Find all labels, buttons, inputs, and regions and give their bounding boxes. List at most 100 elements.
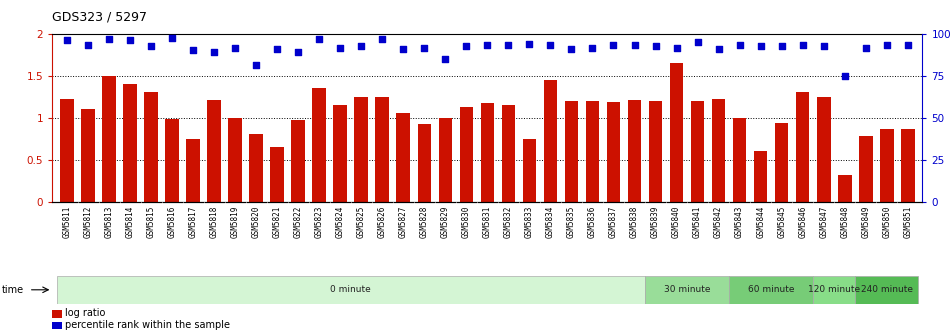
Bar	[796, 92, 809, 202]
Point	[458, 43, 474, 49]
Text: GSM5848: GSM5848	[840, 205, 849, 238]
Point	[606, 42, 621, 47]
Bar	[313, 88, 326, 202]
Point	[501, 42, 516, 47]
Bar	[733, 118, 747, 202]
Text: GSM5837: GSM5837	[609, 205, 618, 238]
Text: GSM5822: GSM5822	[294, 205, 302, 238]
Bar	[690, 101, 705, 202]
Bar	[334, 105, 347, 202]
Text: GSM5827: GSM5827	[398, 205, 408, 238]
Point	[690, 39, 706, 45]
Bar	[711, 99, 726, 202]
Bar	[754, 151, 767, 202]
Point	[59, 38, 74, 43]
Bar	[249, 134, 263, 202]
Text: GSM5845: GSM5845	[777, 205, 786, 238]
Text: GSM5846: GSM5846	[798, 205, 807, 238]
Text: GSM5843: GSM5843	[735, 205, 744, 238]
Text: GSM5811: GSM5811	[63, 205, 71, 238]
Point	[81, 42, 96, 47]
Bar	[645, 276, 729, 304]
Point	[333, 45, 348, 51]
Point	[248, 62, 263, 67]
Point	[102, 36, 117, 41]
Bar	[291, 120, 305, 202]
Text: GSM5849: GSM5849	[862, 205, 870, 238]
Point	[354, 43, 369, 49]
Bar	[81, 109, 95, 202]
Bar	[376, 97, 389, 202]
Point	[837, 73, 852, 78]
Text: GSM5814: GSM5814	[126, 205, 135, 238]
Bar	[501, 105, 515, 202]
Bar	[775, 123, 788, 202]
Text: GSM5825: GSM5825	[357, 205, 366, 238]
Text: GSM5819: GSM5819	[231, 205, 240, 238]
Bar	[270, 147, 284, 202]
Text: GSM5844: GSM5844	[756, 205, 766, 238]
Point	[648, 43, 663, 49]
Point	[185, 48, 201, 53]
Text: GSM5818: GSM5818	[209, 205, 219, 238]
Bar	[145, 91, 158, 202]
Bar	[670, 63, 684, 202]
Bar	[228, 118, 242, 202]
Text: GSM5823: GSM5823	[315, 205, 323, 238]
Bar	[523, 138, 536, 202]
Text: GSM5815: GSM5815	[146, 205, 156, 238]
Point	[269, 46, 284, 51]
Point	[669, 45, 684, 51]
Text: GSM5851: GSM5851	[903, 205, 912, 238]
Bar	[186, 138, 200, 202]
Bar	[102, 76, 116, 202]
Bar	[817, 97, 830, 202]
Text: GSM5832: GSM5832	[504, 205, 513, 238]
Text: GSM5829: GSM5829	[441, 205, 450, 238]
Bar	[124, 84, 137, 202]
Point	[543, 42, 558, 47]
Point	[816, 43, 831, 49]
Bar	[607, 102, 620, 202]
Text: GSM5828: GSM5828	[419, 205, 429, 238]
Bar	[417, 124, 431, 202]
Bar	[544, 80, 557, 202]
Text: GSM5840: GSM5840	[672, 205, 681, 238]
Bar	[207, 100, 221, 202]
Text: GSM5821: GSM5821	[273, 205, 281, 238]
Bar	[459, 107, 474, 202]
Bar	[729, 276, 813, 304]
Bar	[880, 128, 894, 202]
Text: log ratio: log ratio	[65, 308, 105, 319]
Point	[437, 56, 453, 61]
Text: GSM5836: GSM5836	[588, 205, 597, 238]
Text: GSM5850: GSM5850	[883, 205, 891, 238]
Bar	[60, 99, 74, 202]
Bar	[586, 101, 599, 202]
Bar	[397, 114, 410, 202]
Text: GSM5835: GSM5835	[567, 205, 576, 238]
Bar	[855, 276, 919, 304]
Bar	[901, 128, 915, 202]
Text: GSM5838: GSM5838	[630, 205, 639, 238]
Point	[564, 46, 579, 51]
Text: GSM5833: GSM5833	[525, 205, 534, 238]
Text: GSM5812: GSM5812	[84, 205, 92, 238]
Text: GSM5817: GSM5817	[188, 205, 198, 238]
Point	[144, 43, 159, 49]
Point	[165, 35, 180, 40]
Text: GSM5839: GSM5839	[651, 205, 660, 238]
Bar	[480, 103, 495, 202]
Bar	[165, 119, 179, 202]
Bar	[838, 175, 851, 202]
Text: time: time	[2, 285, 24, 295]
Point	[711, 46, 727, 51]
Text: 60 minute: 60 minute	[747, 285, 794, 294]
Point	[732, 42, 747, 47]
Text: GSM5816: GSM5816	[167, 205, 177, 238]
Text: GDS323 / 5297: GDS323 / 5297	[52, 10, 147, 23]
Text: GSM5847: GSM5847	[819, 205, 828, 238]
Bar	[813, 276, 855, 304]
Point	[585, 45, 600, 51]
Point	[206, 49, 222, 55]
